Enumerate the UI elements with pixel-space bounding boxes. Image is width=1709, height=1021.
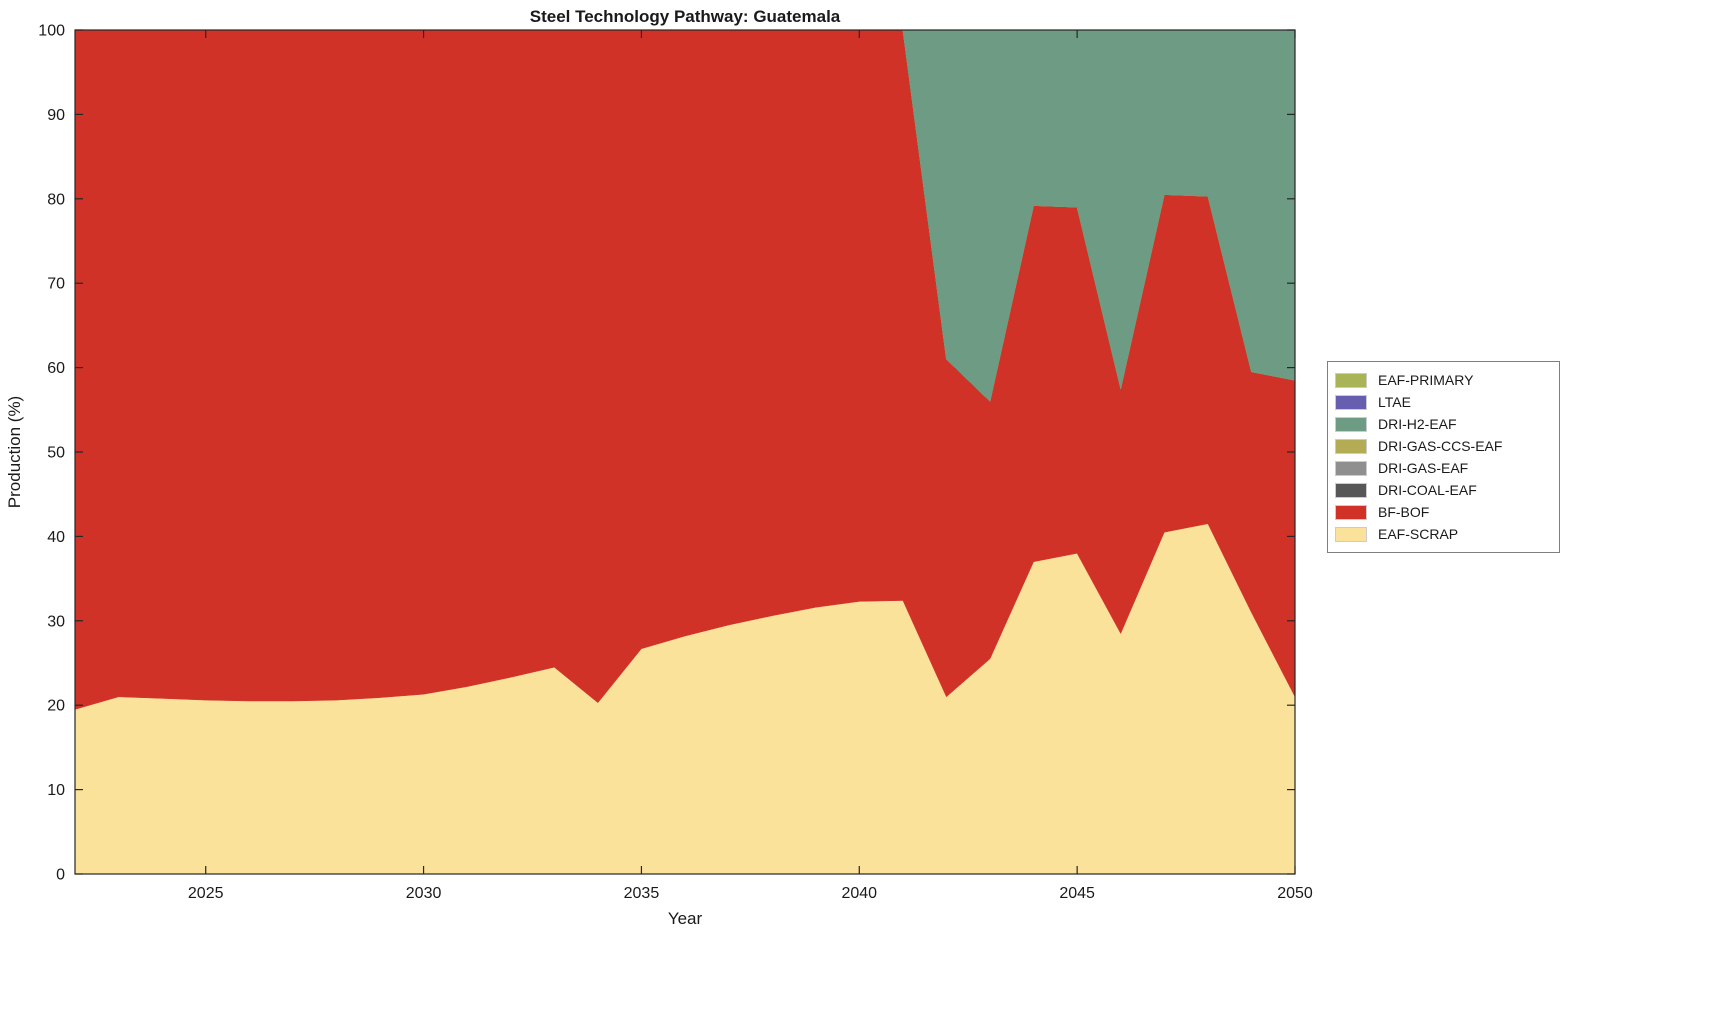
- legend-item: DRI-GAS-EAF: [1335, 457, 1551, 479]
- y-tick-label: 0: [56, 867, 65, 884]
- y-tick-label: 60: [47, 360, 65, 377]
- y-tick-label: 40: [47, 529, 65, 546]
- chart-axes: [74, 29, 1296, 875]
- legend-label: DRI-COAL-EAF: [1378, 482, 1477, 498]
- x-tick-label: 2040: [841, 885, 877, 902]
- x-axis-label: Year: [668, 909, 703, 928]
- legend-swatch-icon: [1335, 482, 1367, 498]
- legend-item: DRI-GAS-CCS-EAF: [1335, 435, 1551, 457]
- y-tick-label: 70: [47, 276, 65, 293]
- x-tick-label: 2035: [624, 885, 660, 902]
- chart-tick-labels: 2025 2030 2035 2040 2045 20500102030405060708…: [38, 23, 1313, 903]
- y-tick-label: 100: [38, 23, 65, 40]
- legend-item: EAF-PRIMARY: [1335, 369, 1551, 391]
- y-tick-label: 80: [47, 191, 65, 208]
- y-tick-label: 50: [47, 445, 65, 462]
- legend-label: DRI-GAS-EAF: [1378, 460, 1469, 476]
- y-tick-label: 20: [47, 698, 65, 715]
- x-tick-label: 2030: [406, 885, 442, 902]
- y-tick-label: 90: [47, 107, 65, 124]
- legend-label: EAF-PRIMARY: [1378, 372, 1474, 388]
- area-BF-BOF: [75, 30, 1295, 710]
- y-tick-label: 10: [47, 782, 65, 799]
- legend-swatch-icon: [1335, 394, 1367, 410]
- legend-label: EAF-SCRAP: [1378, 526, 1459, 542]
- legend-swatch-icon: [1335, 504, 1367, 520]
- legend: EAF-PRIMARY LTAE DRI-H2-EAF DRI-GAS-CCS-…: [1327, 361, 1560, 553]
- legend-swatch-icon: [1335, 416, 1367, 432]
- legend-label: DRI-GAS-CCS-EAF: [1378, 438, 1503, 454]
- y-tick-label: 30: [47, 613, 65, 630]
- legend-item: DRI-COAL-EAF: [1335, 479, 1551, 501]
- legend-swatch-icon: [1335, 526, 1367, 542]
- area-DRI-H2-EAF: [75, 30, 1295, 402]
- legend-label: LTAE: [1378, 394, 1411, 410]
- legend-item: EAF-SCRAP: [1335, 523, 1551, 545]
- legend-swatch-icon: [1335, 460, 1367, 476]
- chart-areas: [75, 30, 1295, 874]
- x-tick-label: 2050: [1277, 885, 1313, 902]
- legend-label: BF-BOF: [1378, 504, 1430, 520]
- legend-swatch-icon: [1335, 438, 1367, 454]
- chart-title: Steel Technology Pathway: Guatemala: [530, 7, 841, 26]
- legend-label: DRI-H2-EAF: [1378, 416, 1457, 432]
- x-tick-label: 2025: [188, 885, 224, 902]
- x-tick-label: 2045: [1059, 885, 1095, 902]
- y-axis-label: Production (%): [5, 396, 24, 508]
- legend-swatch-icon: [1335, 372, 1367, 388]
- legend-item: DRI-H2-EAF: [1335, 413, 1551, 435]
- legend-item: LTAE: [1335, 391, 1551, 413]
- legend-item: BF-BOF: [1335, 501, 1551, 523]
